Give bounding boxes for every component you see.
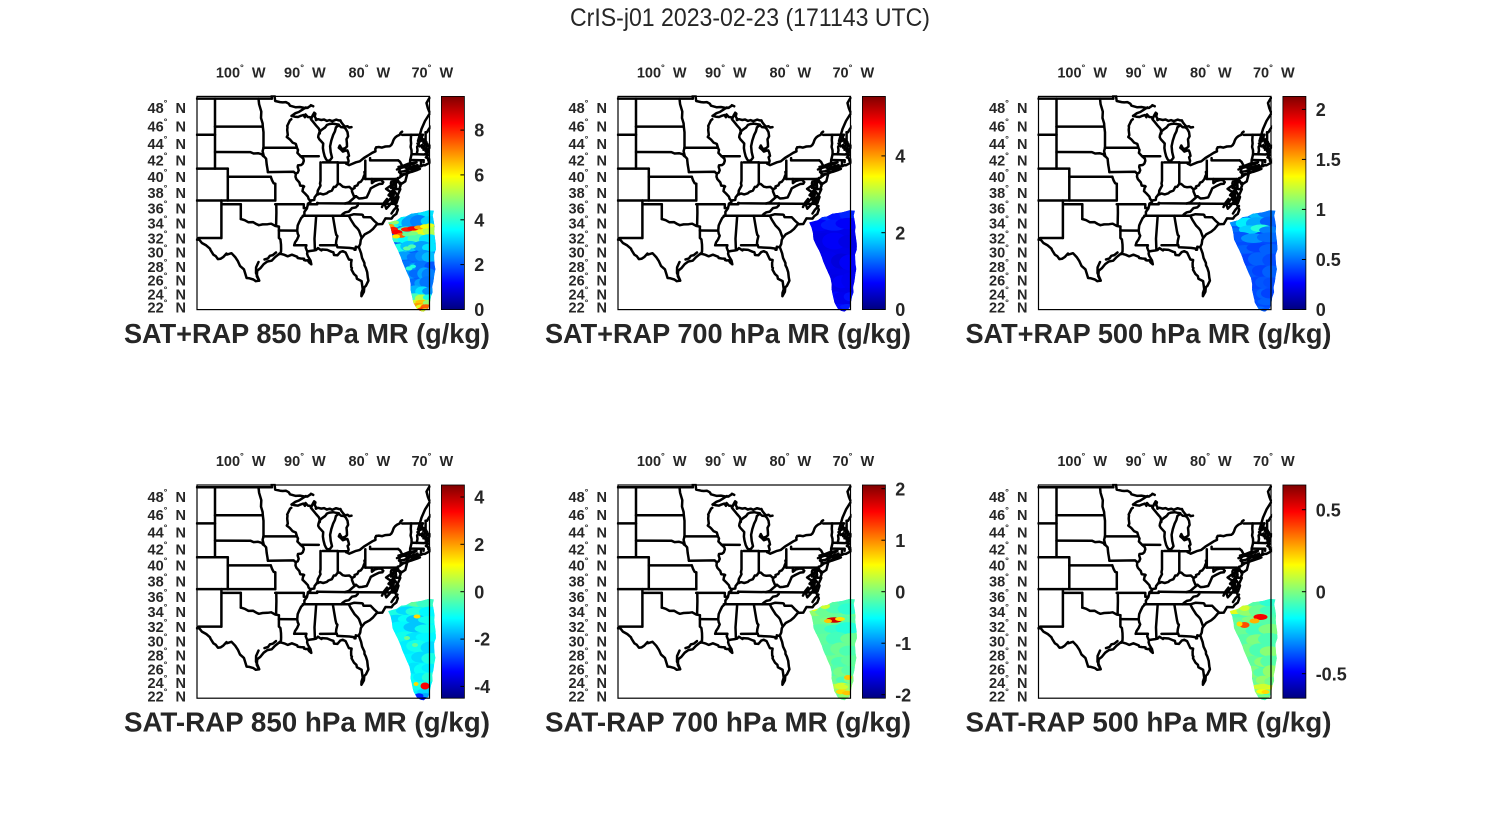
svg-text:0: 0 [1316, 582, 1326, 602]
svg-text:-2: -2 [474, 630, 490, 650]
svg-text:2: 2 [1316, 100, 1326, 120]
svg-text:0: 0 [1316, 300, 1326, 320]
svg-text:6: 6 [474, 166, 484, 186]
svg-text:0: 0 [474, 300, 484, 320]
svg-text:0.5: 0.5 [1316, 250, 1341, 270]
svg-text:1.5: 1.5 [1316, 150, 1341, 170]
svg-text:SAT-RAP 850 hPa MR (g/kg): SAT-RAP 850 hPa MR (g/kg) [124, 707, 490, 738]
svg-text:2: 2 [474, 255, 484, 275]
svg-text:4: 4 [895, 147, 905, 167]
svg-text:SAT+RAP 700 hPa MR (g/kg): SAT+RAP 700 hPa MR (g/kg) [545, 318, 911, 349]
svg-text:-1: -1 [895, 634, 911, 654]
svg-text:1: 1 [1316, 200, 1326, 220]
svg-text:0.5: 0.5 [1316, 500, 1341, 520]
svg-text:SAT+RAP 500 hPa MR (g/kg): SAT+RAP 500 hPa MR (g/kg) [965, 318, 1331, 349]
svg-text:SAT-RAP 500 hPa MR (g/kg): SAT-RAP 500 hPa MR (g/kg) [965, 707, 1331, 738]
svg-text:SAT-RAP 700 hPa MR (g/kg): SAT-RAP 700 hPa MR (g/kg) [545, 707, 911, 738]
svg-text:2: 2 [895, 479, 905, 499]
svg-text:-0.5: -0.5 [1316, 664, 1347, 684]
svg-text:2: 2 [895, 223, 905, 243]
svg-text:-4: -4 [474, 677, 490, 697]
svg-text:4: 4 [474, 488, 484, 508]
svg-text:0: 0 [474, 582, 484, 602]
svg-text:1: 1 [895, 531, 905, 551]
svg-text:2: 2 [474, 535, 484, 555]
svg-text:SAT+RAP 850 hPa MR (g/kg): SAT+RAP 850 hPa MR (g/kg) [124, 318, 490, 349]
svg-text:8: 8 [474, 121, 484, 141]
svg-text:4: 4 [474, 210, 484, 230]
svg-text:-2: -2 [895, 685, 911, 705]
svg-text:CrIS-j01 2023-02-23 (171143 UT: CrIS-j01 2023-02-23 (171143 UTC) [570, 4, 930, 32]
svg-text:0: 0 [895, 300, 905, 320]
svg-text:0: 0 [895, 582, 905, 602]
